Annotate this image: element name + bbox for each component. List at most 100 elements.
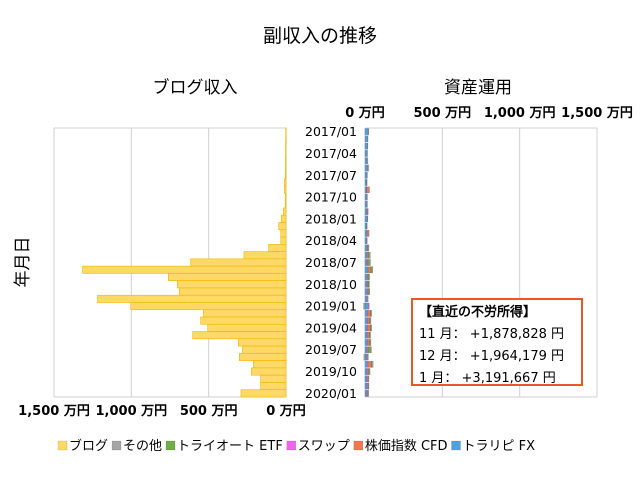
asset-bar-segment — [370, 310, 373, 317]
legend-swatch — [165, 440, 176, 451]
blog-bar — [285, 156, 287, 165]
asset-bar-segment — [366, 186, 370, 194]
asset-bar-segment — [370, 266, 373, 274]
asset-bar-segment — [368, 346, 371, 354]
left-x-tick-label: 1,000 万円 — [96, 404, 168, 419]
right-panel-title: 資産運用 — [444, 78, 512, 98]
recent-income-callout: 【直近の不労所得】 11 月： +1,878,828 円 12 月： +1,96… — [411, 298, 583, 386]
asset-bar-segment — [369, 259, 371, 266]
y-tick-label: 2017/07 — [305, 168, 357, 183]
asset-bar-segment — [364, 215, 368, 223]
legend-label: その他 — [123, 439, 162, 454]
y-tick-label: 2019/10 — [305, 364, 357, 379]
left-x-tick-label: 1,500 万円 — [18, 404, 90, 419]
blog-bar — [176, 280, 287, 289]
asset-bar-segment — [364, 237, 367, 245]
asset-bar-segment — [367, 324, 371, 332]
asset-bar-segment — [364, 135, 368, 143]
blog-bar — [285, 149, 287, 158]
asset-bar-segment — [364, 295, 368, 303]
blog-bar — [285, 127, 287, 136]
blog-bar — [284, 193, 287, 202]
legend-label: ブログ — [69, 438, 108, 454]
legend-label: スワップ — [298, 439, 350, 454]
left-x-tick-labels: 1,500 万円 1,000 万円 500 万円 0 万円 — [18, 404, 306, 419]
blog-bar — [192, 331, 287, 340]
asset-bar-segment — [370, 317, 372, 324]
y-tick-label: 2019/01 — [305, 299, 357, 314]
legend-label: トラリピ FX — [463, 439, 536, 454]
asset-bar-segment — [367, 353, 369, 361]
asset-bar-segment — [364, 259, 368, 266]
asset-bar-segment — [367, 360, 372, 368]
chart-title: 副収入の推移 — [263, 25, 377, 47]
blog-bar — [268, 244, 287, 252]
blog-bar — [251, 367, 287, 376]
asset-bar-segment — [364, 201, 368, 208]
asset-bar-segment — [364, 382, 368, 390]
asset-bar-segment — [369, 368, 371, 375]
asset-bar-segment — [367, 164, 370, 172]
y-tick-label: 2017/04 — [305, 146, 357, 161]
asset-bar-segment — [364, 324, 368, 332]
right-x-tick-label: 500 万円 — [413, 106, 471, 121]
legend-label: トライオート ETF — [177, 439, 283, 454]
asset-bar-segment — [364, 360, 368, 368]
y-tick-label: 2018/10 — [305, 277, 357, 292]
asset-bar-segment — [364, 310, 368, 317]
legend-swatch — [353, 440, 364, 451]
asset-bar-segment — [364, 266, 368, 274]
blog-bar — [285, 142, 287, 151]
blog-bar — [167, 273, 287, 281]
blog-bar — [284, 200, 287, 209]
right-x-tick-label: 1,500 万円 — [561, 106, 633, 121]
asset-bar-segment — [364, 288, 368, 295]
asset-bar-segment — [364, 302, 369, 310]
blog-bar — [238, 338, 287, 347]
y-tick-label: 2018/04 — [305, 233, 357, 248]
callout-heading: 【直近の不労所得】 — [419, 305, 537, 320]
blog-bar — [285, 164, 287, 172]
callout-line: 12 月： +1,964,179 円 — [419, 349, 564, 364]
legend-swatch — [57, 440, 68, 451]
y-axis-label: 年月日 — [13, 237, 33, 288]
asset-bar-segment — [364, 208, 368, 215]
y-tick-label: 2018/07 — [305, 255, 357, 270]
y-tick-label: 2018/01 — [305, 211, 357, 226]
asset-bar-segment — [364, 273, 368, 281]
blog-bar — [280, 229, 287, 238]
asset-bar-segment — [364, 157, 368, 165]
asset-bar-segment — [364, 280, 368, 288]
asset-bar-segment — [364, 317, 368, 324]
asset-bar-segment — [363, 302, 366, 310]
y-tick-label: 2017/10 — [305, 190, 357, 205]
asset-bar-segment — [366, 295, 368, 303]
blog-bar — [243, 251, 287, 260]
blog-bar — [130, 302, 287, 311]
right-x-tick-label: 0 万円 — [345, 106, 385, 121]
blog-bar — [280, 236, 287, 245]
legend-swatch — [451, 440, 461, 451]
blog-bar — [285, 134, 287, 143]
left-panel-title: ブログ収入 — [153, 77, 238, 98]
left-x-tick-label: 0 万円 — [266, 404, 306, 419]
asset-bar-segment — [363, 353, 366, 361]
right-x-tick-labels: 0 万円 500 万円 1,000 万円 1,500 万円 — [345, 106, 633, 121]
left-bars — [82, 127, 287, 398]
blog-bar — [260, 382, 287, 391]
asset-bar-segment — [364, 331, 368, 339]
asset-bar-segment — [364, 230, 368, 237]
asset-bar-segment — [364, 368, 368, 375]
asset-bar-segment — [364, 390, 367, 397]
asset-bar-segment — [364, 186, 367, 194]
asset-bar-segment — [368, 244, 370, 252]
asset-bar-segment — [364, 128, 369, 135]
asset-bar-segment — [371, 266, 374, 274]
asset-bar-segment — [367, 310, 371, 317]
blog-bar — [97, 294, 287, 303]
blog-bar — [284, 178, 287, 187]
y-tick-label: 2020/01 — [305, 386, 357, 401]
asset-bar-segment — [364, 171, 368, 179]
